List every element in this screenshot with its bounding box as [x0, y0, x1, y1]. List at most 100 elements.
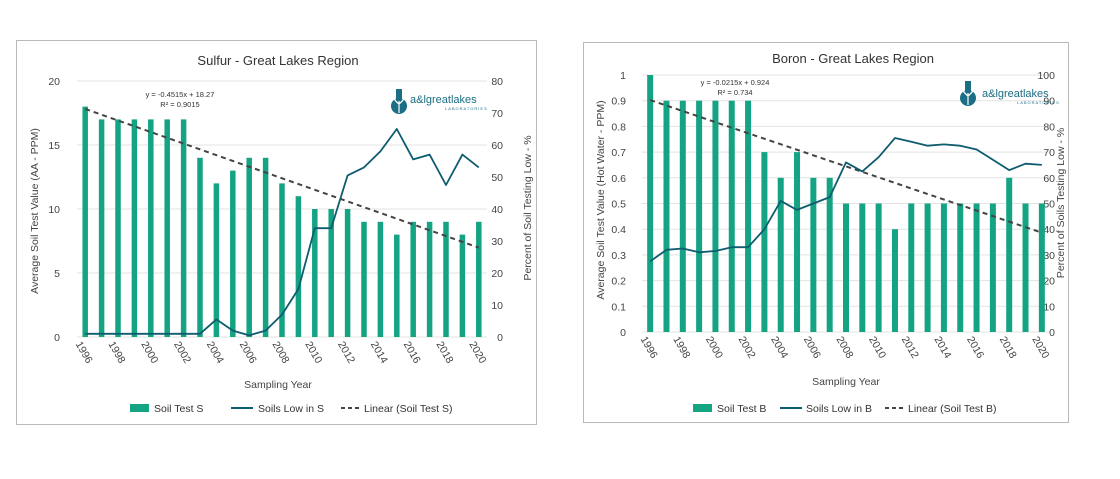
x-tick-label-2008: 2008	[270, 339, 292, 365]
y-tick-label: 0.8	[611, 121, 626, 133]
y-tick-label: 0.3	[611, 250, 626, 262]
x-tick-label-2018: 2018	[434, 339, 456, 365]
trend-equation: y = -0.0215x + 0.924	[701, 78, 770, 87]
legend-label-trend: Linear (Soil Test B)	[908, 403, 997, 415]
x-tick-label-2012: 2012	[899, 334, 921, 360]
bar-2010	[875, 203, 882, 332]
legend-label-line: Soils Low in B	[806, 403, 872, 415]
trend-equation: y = -0.4515x + 18.27	[146, 90, 215, 99]
x-tick-label-2010: 2010	[866, 334, 888, 360]
bar-2012	[908, 203, 915, 332]
bar-2019	[1022, 203, 1029, 332]
bar-2002	[745, 100, 752, 332]
legend-label-bar: Soil Test S	[154, 403, 203, 415]
legend: Soil Test B Soils Low in B Linear (Soil …	[693, 403, 997, 415]
bar-2001	[728, 100, 735, 332]
x-tick-label-2006: 2006	[237, 339, 259, 365]
y-tick-label: 0.4	[611, 224, 626, 236]
y-tick-label: 5	[54, 268, 60, 280]
bar-2007	[262, 157, 269, 337]
x-tick-label-1996: 1996	[638, 334, 660, 360]
legend-swatch-bar	[693, 404, 712, 412]
y-tick-label: 0.5	[611, 199, 626, 211]
x-tick-label-2004: 2004	[204, 339, 226, 365]
trendline	[84, 107, 480, 249]
trendline-linear-soil-test-s	[84, 107, 480, 249]
bar-2020	[476, 221, 482, 337]
x-tick-label-2002: 2002	[736, 334, 758, 360]
bars-soil-test-s	[82, 106, 482, 338]
boron-chart: 0 0.1 0.2 0.3 0.4 0.5 0.6 0.7 0.8 0.9 1 0 10 20 30 40 5…	[595, 51, 1067, 415]
bar-2017	[989, 203, 996, 332]
y2-axis-label: Percent of Soil Testing Low - %	[522, 135, 534, 280]
bars-soil-test-b	[647, 75, 1045, 332]
x-tick-label-2008: 2008	[834, 334, 856, 360]
bar-2004	[777, 177, 784, 332]
logo-brand: a&lgreatlakes	[982, 88, 1049, 100]
chart-title: Boron - Great Lakes Region	[772, 51, 934, 66]
bar-2017	[426, 221, 433, 337]
bar-2011	[891, 229, 898, 332]
y-axis-label: Average Soil Test Value (AA - PPM)	[29, 128, 41, 294]
chart-title: Sulfur - Great Lakes Region	[197, 53, 358, 68]
bar-1999	[131, 119, 138, 338]
bar-1996	[647, 75, 654, 332]
x-tick-label-1998: 1998	[670, 334, 692, 360]
sulfur-chart-panel: 0 5 10 15 20 0 10 20 30 40 50 60 70 80 1996 1998 2000 2…	[16, 40, 537, 425]
x-tick-label-2000: 2000	[703, 334, 725, 360]
x-axis-label: Sampling Year	[244, 379, 312, 391]
bar-1998	[115, 119, 121, 338]
y2-tick-label: 40	[491, 204, 503, 216]
legend-label-line: Soils Low in S	[258, 403, 324, 415]
legend: Soil Test S Soils Low in S Linear (Soil …	[130, 403, 453, 415]
y-tick-label: 0.6	[611, 173, 626, 185]
trendline-linear-soil-test-b	[649, 99, 1043, 234]
y2-tick-label: 50	[491, 172, 503, 184]
series-line	[649, 137, 1042, 263]
bar-2000	[148, 119, 154, 338]
y2-tick-label: 60	[491, 140, 503, 152]
bar-2004	[213, 183, 220, 337]
bar-2010	[312, 209, 318, 337]
bar-2013	[924, 203, 931, 332]
y-tick-label: 10	[48, 204, 60, 216]
y-tick-label: 0	[620, 327, 626, 339]
y2-tick-label: 30	[1043, 250, 1055, 262]
x-tick-label-2002: 2002	[171, 339, 193, 365]
y2-tick-label: 20	[1043, 276, 1055, 288]
x-axis-ticks: 1996 1998 2000 2002 2004 2006 2008 2010 2012 2014…	[638, 334, 1052, 360]
bar-2006	[810, 177, 817, 332]
y-axis-label: Average Soil Test Value (Hot Water - PPM…	[595, 100, 607, 299]
y2-tick-label: 60	[1043, 173, 1055, 185]
y2-tick-label: 40	[1043, 224, 1055, 236]
y2-tick-label: 10	[1043, 301, 1055, 313]
x-tick-label-2014: 2014	[368, 339, 390, 365]
y2-tick-label: 90	[1043, 96, 1055, 108]
logo-brand: a&lgreatlakes	[410, 94, 477, 106]
line-soils-low-in-b	[649, 137, 1042, 263]
y2-tick-label: 20	[491, 268, 503, 280]
x-tick-label-1998: 1998	[106, 339, 128, 365]
x-tick-label-2006: 2006	[801, 334, 823, 360]
y-tick-label: 0.9	[611, 96, 626, 108]
bar-1998	[679, 100, 686, 332]
bar-2018	[1006, 177, 1013, 332]
series-line	[85, 128, 480, 337]
bar-2003	[761, 152, 768, 332]
y2-tick-label: 50	[1043, 199, 1055, 211]
x-tick-label-2010: 2010	[302, 339, 324, 365]
x-tick-label-2012: 2012	[335, 339, 357, 365]
x-tick-label-2014: 2014	[931, 334, 953, 360]
bar-2001	[164, 119, 170, 338]
bar-2002	[180, 119, 187, 338]
trend-r-squared: R² = 0.734	[717, 88, 752, 97]
bar-2008	[279, 183, 285, 337]
y-tick-label: 1	[620, 70, 626, 82]
bar-2000	[712, 100, 719, 332]
bar-2018	[443, 221, 449, 337]
right-axis-ticks: 0 10 20 30 40 50 60 70 80 90 100	[1037, 70, 1055, 339]
bar-2005	[230, 170, 236, 337]
y2-tick-label: 10	[491, 300, 503, 312]
left-axis-ticks: 0 5 10 15 20	[48, 76, 60, 344]
bar-2020	[1038, 203, 1045, 332]
